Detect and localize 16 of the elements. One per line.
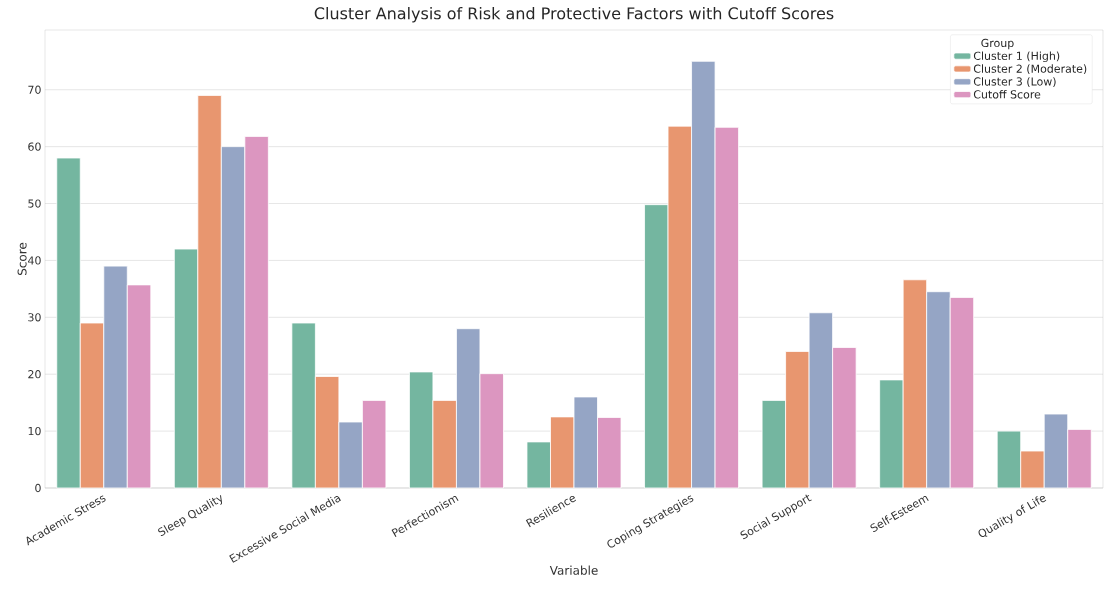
y-tick-label: 30 <box>28 313 41 322</box>
y-tick-label: 70 <box>28 85 41 94</box>
legend-label: Cluster 3 (Low) <box>973 77 1056 87</box>
y-tick-label: 60 <box>28 142 41 151</box>
legend-title: Group <box>981 38 1014 50</box>
legend-label: Cutoff Score <box>973 90 1041 99</box>
legend-label: Cluster 2 (Moderate) <box>973 64 1087 75</box>
y-tick-label: 20 <box>28 370 41 379</box>
chart-title: Cluster Analysis of Risk and Protective Factors with Cutoff Scores <box>314 6 834 23</box>
y-axis-title: Score <box>17 242 27 276</box>
x-axis-title: Variable <box>549 565 598 575</box>
y-tick-label: 40 <box>28 256 41 265</box>
y-tick-label: 0 <box>35 483 41 493</box>
y-tick-label: 10 <box>28 426 41 436</box>
legend-label: Cluster 1 (High) <box>973 51 1060 63</box>
y-tick-label: 50 <box>28 199 41 208</box>
